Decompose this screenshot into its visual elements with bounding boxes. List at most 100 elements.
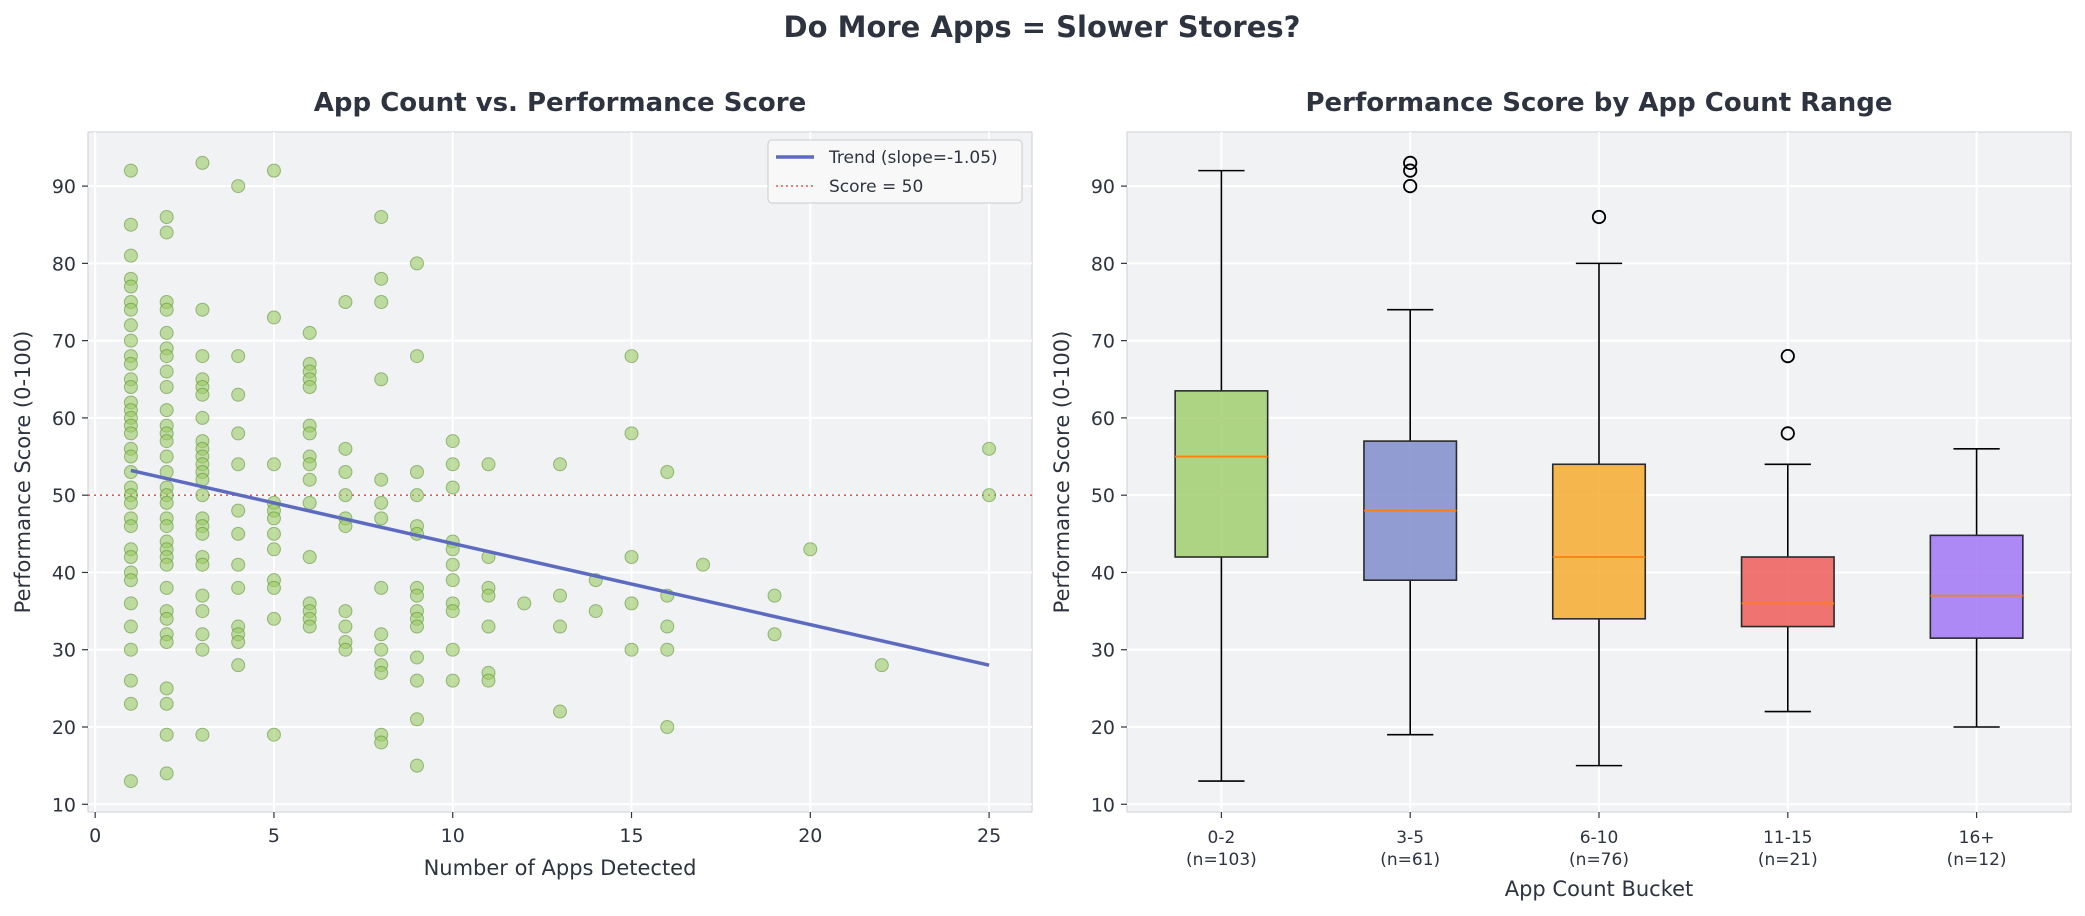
scatter-y-tick-label: 70 xyxy=(52,331,76,353)
box-outlier xyxy=(1403,155,1418,171)
scatter-point xyxy=(481,673,496,688)
scatter-point xyxy=(266,526,281,541)
scatter-point xyxy=(123,550,138,564)
box-outlier xyxy=(1403,178,1418,194)
scatter-point xyxy=(123,519,138,534)
scatter-point xyxy=(266,457,281,472)
scatter-plot-area xyxy=(87,131,1033,813)
scatter-legend: Trend (slope=-1.05) Score = 50 xyxy=(767,139,1023,204)
scatter-point xyxy=(374,580,389,595)
scatter-point xyxy=(231,457,246,472)
scatter-point xyxy=(660,642,675,657)
scatter-point xyxy=(123,279,138,294)
legend-trend-label: Trend (slope=-1.05) xyxy=(828,148,998,168)
scatter-point xyxy=(159,210,174,224)
scatter-point xyxy=(302,325,317,340)
box-0-2 xyxy=(1174,169,1269,782)
scatter-point xyxy=(374,665,389,680)
scatter-point xyxy=(195,627,210,642)
scatter-point xyxy=(409,488,424,503)
box-y-tick-label: 80 xyxy=(1091,253,1115,275)
box-3-5 xyxy=(1363,155,1458,736)
scatter-point xyxy=(409,673,424,688)
scatter-point xyxy=(982,488,997,503)
scatter-point xyxy=(553,588,567,603)
scatter-point xyxy=(481,619,496,634)
scatter-point xyxy=(445,434,460,449)
scatter-point xyxy=(195,488,210,503)
box-y-tick-label: 50 xyxy=(1091,485,1115,507)
scatter-y-tick-label: 20 xyxy=(52,717,76,739)
scatter-point xyxy=(445,673,460,688)
scatter-point xyxy=(195,155,210,170)
scatter-point xyxy=(409,619,424,634)
box-x-tick-count: (n=103) xyxy=(1186,850,1257,870)
figure-title: Do More Apps = Slower Stores? xyxy=(784,10,1301,44)
scatter-y-tick-label: 60 xyxy=(52,408,76,430)
scatter-point xyxy=(374,511,389,526)
scatter-point xyxy=(803,542,818,557)
box-body xyxy=(1551,463,1647,620)
scatter-point xyxy=(553,704,567,719)
scatter-point xyxy=(266,727,281,742)
scatter-point xyxy=(374,495,389,510)
box-x-tick-label: 0-2 xyxy=(1208,828,1236,848)
box-x-tick-label: 6-10 xyxy=(1580,828,1619,848)
box-series xyxy=(1174,155,2024,782)
scatter-point xyxy=(338,642,353,657)
scatter-point xyxy=(588,604,603,619)
scatter-point xyxy=(231,179,246,194)
box-6-10 xyxy=(1551,209,1647,767)
box-y-tick-label: 70 xyxy=(1091,331,1115,353)
scatter-x-tick-label: 10 xyxy=(441,825,465,847)
box-x-tick-label: 11-15 xyxy=(1763,828,1812,848)
scatter-point xyxy=(553,457,567,472)
scatter-point xyxy=(302,426,317,441)
scatter-point xyxy=(266,511,281,526)
box-title: Performance Score by App Count Range xyxy=(1305,88,1892,118)
scatter-point xyxy=(231,658,246,673)
scatter-point xyxy=(123,217,138,232)
box-x-tick-label: 16+ xyxy=(1959,828,1995,848)
scatter-point xyxy=(159,635,174,649)
scatter-point xyxy=(195,588,210,603)
scatter-point xyxy=(445,604,460,619)
trend-line xyxy=(130,468,990,667)
scatter-point xyxy=(302,457,317,472)
scatter-point xyxy=(195,642,210,657)
scatter-point xyxy=(123,449,138,464)
scatter-point xyxy=(302,472,317,487)
scatter-point xyxy=(159,611,174,626)
scatter-point xyxy=(338,619,353,634)
scatter-chart: 0 5 10 15 20 25 10 20 30 40 50 60 70 80 90 App Count v… xyxy=(11,88,1033,880)
scatter-point xyxy=(123,380,138,394)
legend-box xyxy=(767,139,1023,204)
scatter-point xyxy=(409,465,424,479)
scatter-point xyxy=(481,457,496,472)
scatter-point xyxy=(374,271,389,286)
scatter-point xyxy=(159,302,174,317)
scatter-point xyxy=(409,712,424,727)
box-outlier xyxy=(1780,426,1795,441)
scatter-point xyxy=(624,642,639,657)
scatter-point xyxy=(231,557,246,572)
scatter-point xyxy=(302,619,317,634)
box-y-tick-label: 10 xyxy=(1091,794,1115,816)
scatter-point xyxy=(374,295,389,309)
scatter-point xyxy=(445,480,460,495)
scatter-point xyxy=(195,526,210,541)
scatter-point xyxy=(696,557,711,572)
scatter-point xyxy=(195,410,210,425)
scatter-point xyxy=(231,426,246,441)
scatter-point xyxy=(231,349,246,364)
scatter-point xyxy=(409,650,424,665)
box-body xyxy=(1740,556,1835,628)
scatter-point xyxy=(159,449,174,464)
scatter-point xyxy=(123,248,138,263)
box-x-tick-count: (n=76) xyxy=(1569,850,1629,870)
scatter-point xyxy=(374,372,389,387)
scatter-point xyxy=(195,557,210,572)
scatter-point xyxy=(553,619,567,634)
scatter-point xyxy=(159,580,174,595)
scatter-point xyxy=(338,441,353,456)
